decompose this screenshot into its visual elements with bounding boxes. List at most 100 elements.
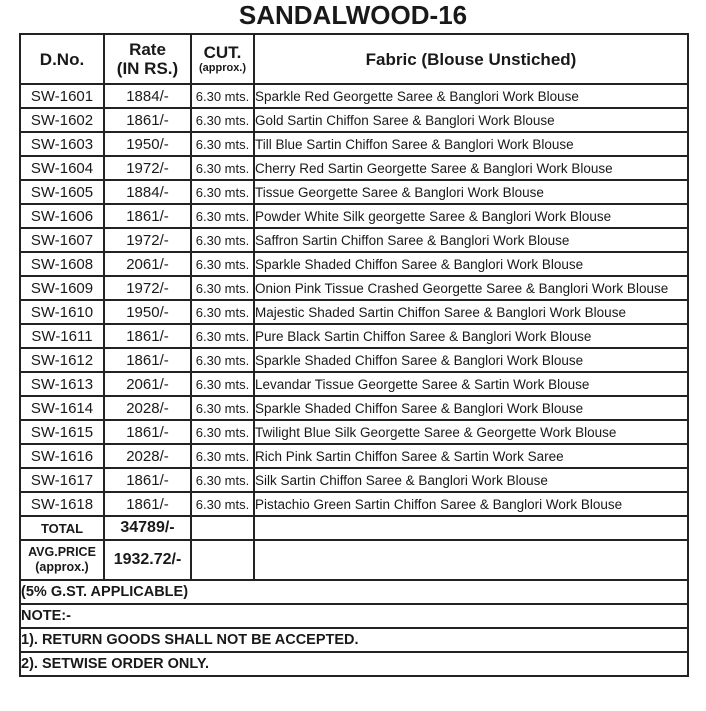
fabric-cell: Powder White Silk georgette Saree & Bang… [253,203,689,229]
table-row: SW-1603 1950/- 6.30 mts. Till Blue Sarti… [19,131,689,157]
price-list-table: D.No. Rate (IN RS.) CUT. (approx.) Fabri… [19,33,689,677]
design-number-cell: SW-1617 [19,467,105,493]
table-row: SW-1616 2028/- 6.30 mts. Rich Pink Sarti… [19,443,689,469]
design-number-cell: SW-1605 [19,179,105,205]
table-body: SW-1601 1884/- 6.30 mts. Sparkle Red Geo… [19,83,689,517]
fabric-cell: Sparkle Shaded Chiffon Saree & Banglori … [253,395,689,421]
avg-cut-empty-cell [190,539,255,581]
cut-cell: 6.30 mts. [190,251,255,277]
design-number-cell: SW-1603 [19,131,105,157]
design-number-cell: SW-1611 [19,323,105,349]
table-summary: TOTAL 34789/- AVG.PRICE (approx.) 1932.7… [19,515,689,581]
header-rate: Rate (IN RS.) [103,33,192,85]
rate-cell: 2061/- [103,371,192,397]
note2-row: 2). SETWISE ORDER ONLY. [19,651,689,677]
total-row: TOTAL 34789/- [19,515,689,541]
fabric-cell: Levandar Tissue Georgette Saree & Sartin… [253,371,689,397]
table-row: SW-1611 1861/- 6.30 mts. Pure Black Sart… [19,323,689,349]
design-number-cell: SW-1612 [19,347,105,373]
fabric-cell: Cherry Red Sartin Georgette Saree & Bang… [253,155,689,181]
header-dno-label: D.No. [39,49,85,69]
avg-price-label-line2: (approx.) [35,560,89,574]
table-row: SW-1602 1861/- 6.30 mts. Gold Sartin Chi… [19,107,689,133]
table-header: D.No. Rate (IN RS.) CUT. (approx.) Fabri… [19,33,689,85]
note-heading-row: NOTE:- [19,603,689,629]
design-number-cell: SW-1618 [19,491,105,517]
avg-fabric-empty-cell [253,539,689,581]
table-row: SW-1614 2028/- 6.30 mts. Sparkle Shaded … [19,395,689,421]
rate-cell: 1950/- [103,131,192,157]
total-label: TOTAL [19,515,105,541]
table-row: SW-1606 1861/- 6.30 mts. Powder White Si… [19,203,689,229]
table-row: SW-1609 1972/- 6.30 mts. Onion Pink Tiss… [19,275,689,301]
design-number-cell: SW-1601 [19,83,105,109]
cut-cell: 6.30 mts. [190,395,255,421]
cut-cell: 6.30 mts. [190,323,255,349]
cut-cell: 6.30 mts. [190,227,255,253]
fabric-cell: Tissue Georgette Saree & Banglori Work B… [253,179,689,205]
rate-cell: 1861/- [103,491,192,517]
fabric-cell: Sparkle Shaded Chiffon Saree & Banglori … [253,347,689,373]
note1-row: 1). RETURN GOODS SHALL NOT BE ACCEPTED. [19,627,689,653]
fabric-cell: Saffron Sartin Chiffon Saree & Banglori … [253,227,689,253]
table-row: SW-1610 1950/- 6.30 mts. Majestic Shaded… [19,299,689,325]
table-row: SW-1618 1861/- 6.30 mts. Pistachio Green… [19,491,689,517]
cut-cell: 6.30 mts. [190,131,255,157]
header-fabric-label: Fabric (Blouse Unstiched) [365,49,577,69]
cut-cell: 6.30 mts. [190,299,255,325]
total-cut-empty-cell [190,515,255,541]
gst-note: (5% G.ST. APPLICABLE) [19,579,689,605]
design-number-cell: SW-1604 [19,155,105,181]
total-fabric-empty-cell [253,515,689,541]
cut-cell: 6.30 mts. [190,83,255,109]
design-number-cell: SW-1613 [19,371,105,397]
total-value: 34789/- [103,515,192,541]
rate-cell: 1861/- [103,203,192,229]
design-number-cell: SW-1610 [19,299,105,325]
table-row: SW-1612 1861/- 6.30 mts. Sparkle Shaded … [19,347,689,373]
header-rate-line1: Rate [129,40,166,59]
header-cut-line2: (approx.) [198,62,247,74]
header-row: D.No. Rate (IN RS.) CUT. (approx.) Fabri… [19,33,689,85]
rate-cell: 1972/- [103,275,192,301]
rate-cell: 1861/- [103,419,192,445]
cut-cell: 6.30 mts. [190,419,255,445]
design-number-cell: SW-1602 [19,107,105,133]
fabric-cell: Gold Sartin Chiffon Saree & Banglori Wor… [253,107,689,133]
fabric-cell: Onion Pink Tissue Crashed Georgette Sare… [253,275,689,301]
header-cut: CUT. (approx.) [190,33,255,85]
cut-cell: 6.30 mts. [190,347,255,373]
cut-cell: 6.30 mts. [190,107,255,133]
rate-cell: 1884/- [103,83,192,109]
header-rate-line2: (IN RS.) [116,59,179,78]
rate-cell: 1861/- [103,323,192,349]
rate-cell: 1861/- [103,467,192,493]
rate-cell: 1972/- [103,155,192,181]
fabric-cell: Rich Pink Sartin Chiffon Saree & Sartin … [253,443,689,469]
cut-cell: 6.30 mts. [190,155,255,181]
gst-row: (5% G.ST. APPLICABLE) [19,579,689,605]
cut-cell: 6.30 mts. [190,275,255,301]
rate-cell: 2028/- [103,443,192,469]
cut-cell: 6.30 mts. [190,467,255,493]
fabric-cell: Sparkle Red Georgette Saree & Banglori W… [253,83,689,109]
rate-cell: 1861/- [103,347,192,373]
table-row: SW-1604 1972/- 6.30 mts. Cherry Red Sart… [19,155,689,181]
fabric-cell: Twilight Blue Silk Georgette Saree & Geo… [253,419,689,445]
rate-cell: 1950/- [103,299,192,325]
fabric-cell: Till Blue Sartin Chiffon Saree & Banglor… [253,131,689,157]
table-row: SW-1607 1972/- 6.30 mts. Saffron Sartin … [19,227,689,253]
page-title: SANDALWOOD-16 [238,0,468,30]
table-footer-notes: (5% G.ST. APPLICABLE) NOTE:- 1). RETURN … [19,579,689,677]
rate-cell: 1972/- [103,227,192,253]
cut-cell: 6.30 mts. [190,491,255,517]
fabric-cell: Majestic Shaded Sartin Chiffon Saree & B… [253,299,689,325]
fabric-cell: Pistachio Green Sartin Chiffon Saree & B… [253,491,689,517]
header-cut-line1: CUT. [203,43,242,62]
fabric-cell: Silk Sartin Chiffon Saree & Banglori Wor… [253,467,689,493]
table-row: SW-1615 1861/- 6.30 mts. Twilight Blue S… [19,419,689,445]
header-fabric: Fabric (Blouse Unstiched) [253,33,689,85]
cut-cell: 6.30 mts. [190,443,255,469]
rate-cell: 2028/- [103,395,192,421]
fabric-cell: Sparkle Shaded Chiffon Saree & Banglori … [253,251,689,277]
